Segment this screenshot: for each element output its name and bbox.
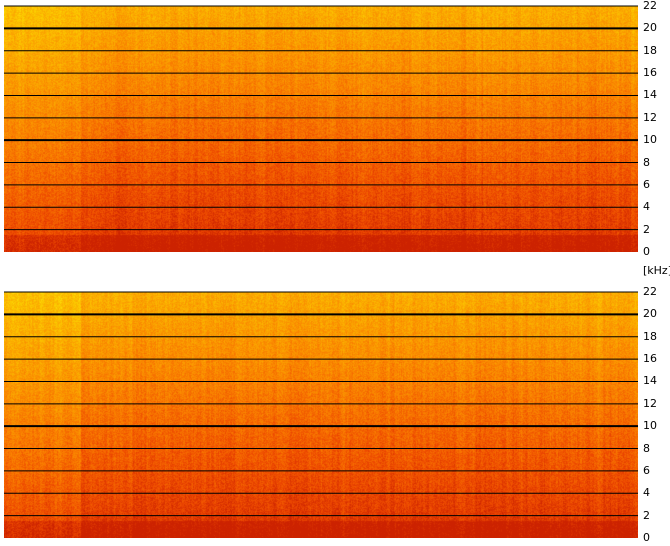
y-tick-label-top-18: 18 <box>643 43 657 57</box>
spectrogram-top-heatmap <box>4 6 638 252</box>
y-tick-label-top-12: 12 <box>643 110 657 124</box>
spectrogram-top-grid <box>4 5 638 231</box>
y-tick-label-bottom-12: 12 <box>643 396 657 410</box>
y-tick-label-top-8: 8 <box>643 155 650 169</box>
y-tick-label-top-20: 20 <box>643 21 657 35</box>
y-tick-label-top-4: 4 <box>643 200 650 214</box>
y-tick-label-top-22: 22 <box>643 0 657 12</box>
y-tick-label-top-0: 0 <box>643 245 650 258</box>
spectrogram-bottom <box>4 291 638 538</box>
y-tick-label-bottom-4: 4 <box>643 486 650 500</box>
y-tick-label-top-14: 14 <box>643 88 657 102</box>
y-tick-label-bottom-10: 10 <box>643 419 657 433</box>
y-tick-label-bottom-16: 16 <box>643 352 657 366</box>
y-tick-label-top-10: 10 <box>643 133 657 147</box>
y-tick-label-top-6: 6 <box>643 177 650 191</box>
y-tick-label-bottom-14: 14 <box>643 374 657 388</box>
y-tick-label-bottom-6: 6 <box>643 463 650 477</box>
spectrogram-bottom-grid <box>4 291 638 517</box>
y-tick-label-bottom-8: 8 <box>643 441 650 455</box>
y-tick-label-top-16: 16 <box>643 66 657 80</box>
y-tick-label-bottom-20: 20 <box>643 307 657 321</box>
y-tick-label-bottom-2: 2 <box>643 508 650 522</box>
frequency-unit-label: [kHz] <box>643 264 670 277</box>
spectrogram-top <box>4 5 638 252</box>
y-tick-label-bottom-18: 18 <box>643 329 657 343</box>
spectrogram-bottom-heatmap <box>4 292 638 538</box>
y-tick-label-top-2: 2 <box>643 222 650 236</box>
y-tick-label-bottom-0: 0 <box>643 531 650 544</box>
y-tick-label-bottom-22: 22 <box>643 285 657 298</box>
